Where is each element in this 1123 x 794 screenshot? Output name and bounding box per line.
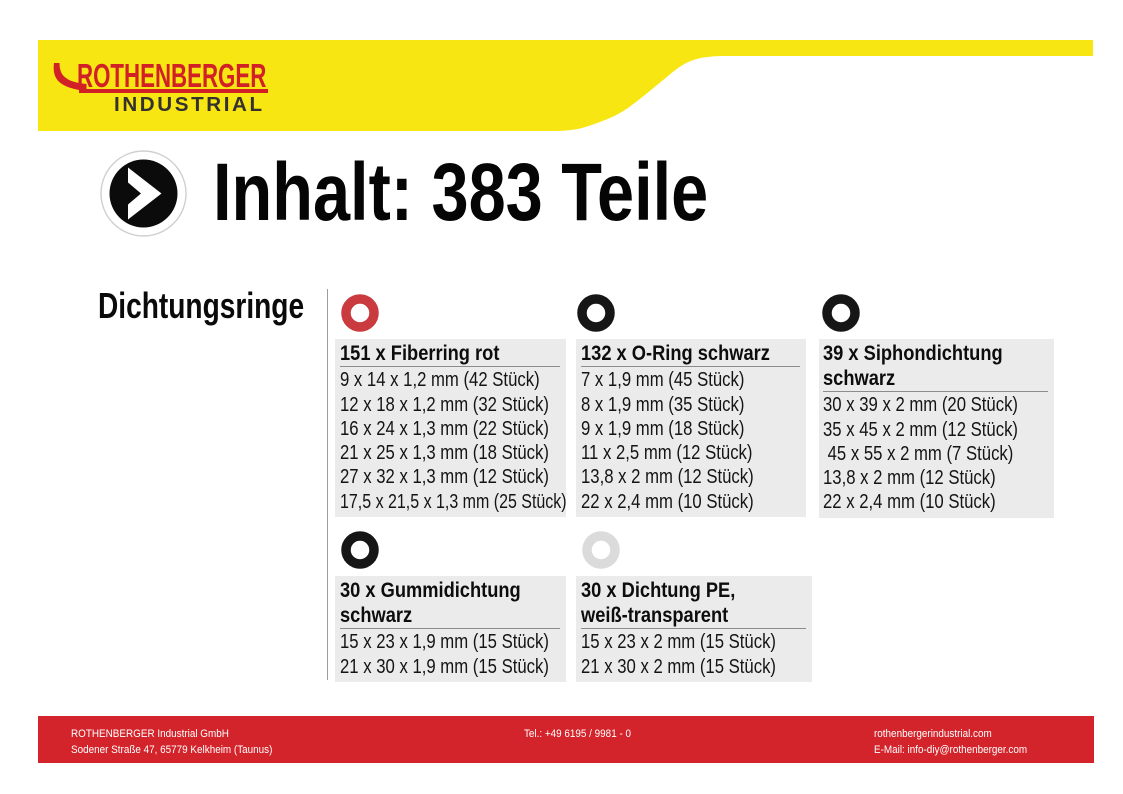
arrow-circle-icon: [99, 150, 187, 237]
seal-ring-black-icon: [340, 530, 379, 569]
group-fiberring-rot: 151 x Fiberring rot 9 x 14 x 1,2 mm (42 …: [335, 293, 567, 517]
section-label: Dichtungsringe: [98, 284, 305, 326]
logo-brand-text: ROTHENBERGER: [76, 58, 266, 95]
banner-shape: [38, 40, 1093, 131]
footer-bar: ROTHENBERGER Industrial GmbH Sodener Str…: [38, 715, 1094, 763]
footer-company: ROTHENBERGER Industrial GmbH Sodener Str…: [71, 726, 295, 758]
group-siphondichtung: 39 x Siphondichtung schwarz 30 x 39 x 2 …: [819, 293, 1054, 518]
footer-company-address: Sodener Straße 47, 65779 Kelkheim (Taunu…: [70, 743, 272, 756]
seal-ring-black-icon: [822, 293, 860, 332]
size-item: 22 x 2,4 mm (10 Stück): [580, 489, 754, 513]
size-item: 7 x 1,9 mm (45 Stück): [580, 368, 744, 392]
page-title: Inhalt: 383 Teile: [213, 147, 709, 238]
footer-phone: Tel.: +49 6195 / 9981 - 0: [523, 727, 632, 740]
size-item: 35 x 45 x 2 mm (12 Stück): [822, 417, 1018, 441]
size-item: 16 x 24 x 1,3 mm (22 Stück): [340, 416, 549, 440]
footer-company-name: ROTHENBERGER Industrial GmbH: [70, 727, 229, 740]
size-item: 9 x 14 x 1,2 mm (42 Stück): [340, 368, 540, 392]
size-list: 30 x 39 x 2 mm (20 Stück) 35 x 45 x 2 mm …: [823, 393, 1049, 514]
size-item: 45 x 55 x 2 mm (7 Stück): [822, 441, 1013, 465]
chevron-right-icon: [127, 167, 161, 220]
logo-swoosh-icon: [53, 63, 87, 91]
seal-ring-red-icon: [340, 293, 379, 332]
seal-ring-black-icon: [576, 293, 615, 332]
group-header: 132 x O-Ring schwarz: [580, 341, 800, 367]
size-list: 7 x 1,9 mm (45 Stück) 8 x 1,9 mm (35 Stüc…: [581, 368, 801, 514]
size-item: 8 x 1,9 mm (35 Stück): [580, 392, 744, 416]
seal-ring-white-icon: [581, 530, 620, 569]
group-header: 151 x Fiberring rot: [340, 341, 560, 367]
group-box: 132 x O-Ring schwarz 7 x 1,9 mm (45 Stüc…: [575, 338, 806, 517]
footer-web: rothenbergerindustrial.com: [874, 727, 992, 740]
group-gummidichtung: 30 x Gummidichtung schwarz 15 x 23 x 1,9…: [335, 530, 566, 682]
group-header: 30 x Gummidichtung schwarz: [340, 578, 560, 630]
size-item: 21 x 25 x 1,3 mm (18 Stück): [340, 441, 549, 465]
group-oring-schwarz: 132 x O-Ring schwarz 7 x 1,9 mm (45 Stüc…: [575, 293, 806, 517]
size-item: 17,5 x 21,5 x 1,3 mm (25 Stück): [340, 489, 567, 513]
footer-contact: rothenbergerindustrial.com E-Mail: info-…: [874, 726, 1044, 758]
group-header: 39 x Siphondichtung schwarz: [822, 341, 1048, 392]
vertical-divider: [326, 289, 328, 680]
size-list: 15 x 23 x 1,9 mm (15 Stück) 21 x 30 x 1,9…: [340, 630, 560, 679]
size-item: 21 x 30 x 2 mm (15 Stück): [580, 654, 776, 678]
group-box: 30 x Dichtung PE, weiß-transparent 15 x …: [575, 575, 812, 682]
group-box: 39 x Siphondichtung schwarz 30 x 39 x 2 …: [819, 338, 1054, 518]
logo-sub-text: INDUSTRIAL: [114, 93, 265, 116]
size-list: 9 x 14 x 1,2 mm (42 Stück) 12 x 18 x 1,2 …: [340, 368, 567, 514]
footer-email: E-Mail: info-diy@rothenberger.com: [874, 743, 1028, 756]
size-item: 11 x 2,5 mm (12 Stück): [580, 441, 752, 465]
size-item: 9 x 1,9 mm (18 Stück): [580, 416, 744, 440]
size-item: 15 x 23 x 2 mm (15 Stück): [580, 630, 776, 654]
size-item: 22 x 2,4 mm (10 Stück): [822, 490, 996, 514]
size-item: 13,8 x 2 mm (12 Stück): [580, 465, 754, 489]
group-dichtung-pe: 30 x Dichtung PE, weiß-transparent 15 x …: [575, 530, 812, 682]
size-item: 15 x 23 x 1,9 mm (15 Stück): [340, 630, 549, 654]
size-item: 21 x 30 x 1,9 mm (15 Stück): [340, 654, 549, 678]
group-header: 30 x Dichtung PE, weiß-transparent: [580, 578, 806, 630]
footer-phone-wrap: Tel.: +49 6195 / 9981 - 0: [50, 726, 1105, 742]
size-list: 15 x 23 x 2 mm (15 Stück) 21 x 30 x 2 mm …: [581, 630, 806, 679]
size-item: 12 x 18 x 1,2 mm (32 Stück): [340, 392, 549, 416]
group-box: 30 x Gummidichtung schwarz 15 x 23 x 1,9…: [335, 575, 566, 682]
size-item: 30 x 39 x 2 mm (20 Stück): [822, 393, 1018, 417]
banner-yellow-band: [38, 40, 1093, 131]
logo-underline: [79, 89, 268, 93]
size-item: 27 x 32 x 1,3 mm (12 Stück): [340, 465, 549, 489]
group-box: 151 x Fiberring rot 9 x 14 x 1,2 mm (42 …: [335, 338, 567, 517]
size-item: 13,8 x 2 mm (12 Stück): [822, 466, 996, 490]
